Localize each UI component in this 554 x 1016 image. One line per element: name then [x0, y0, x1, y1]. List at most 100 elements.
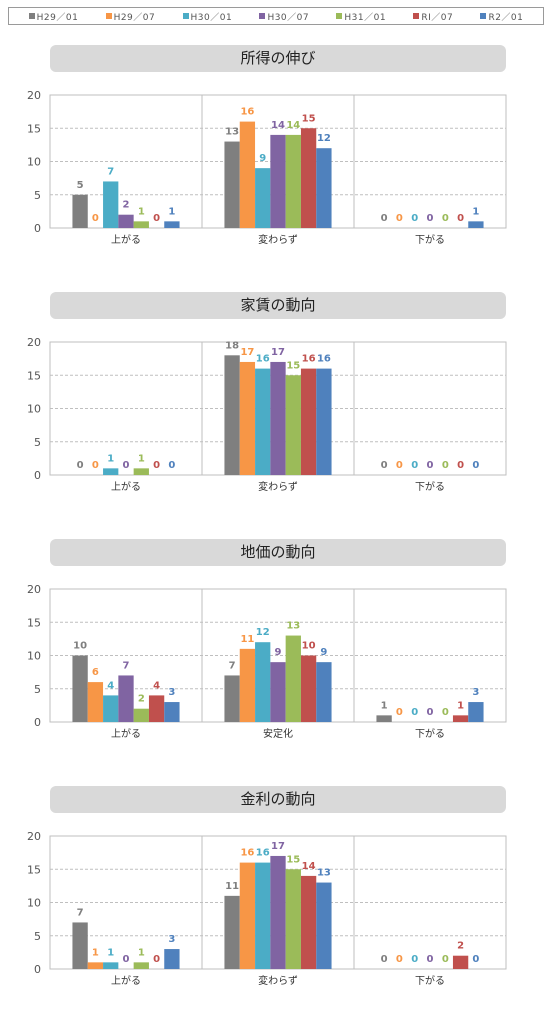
bar — [72, 922, 88, 969]
data-label: 17 — [271, 347, 285, 358]
legend-swatch — [413, 13, 420, 19]
data-label: 13 — [225, 127, 239, 138]
legend-item: RI／07 — [413, 10, 453, 23]
data-label: 0 — [396, 460, 403, 471]
data-label: 1 — [457, 700, 464, 711]
y-tick-label: 15 — [27, 616, 41, 629]
data-label: 17 — [240, 347, 254, 358]
data-label: 10 — [73, 641, 87, 652]
legend-label: H31／01 — [344, 12, 387, 23]
bar — [452, 715, 469, 722]
bar — [376, 715, 392, 722]
data-label: 0 — [396, 954, 403, 965]
category-label: 下がる — [415, 974, 445, 987]
data-label: 0 — [123, 460, 130, 471]
bar — [87, 962, 104, 969]
data-label: 2 — [457, 941, 464, 952]
data-label: 18 — [225, 340, 239, 351]
bar — [270, 662, 286, 722]
y-tick-label: 20 — [27, 583, 41, 596]
category-label: 下がる — [415, 727, 445, 740]
y-tick-label: 20 — [27, 89, 41, 102]
legend-label: RI／07 — [421, 12, 454, 23]
legend-item: R2／01 — [480, 10, 523, 23]
data-label: 1 — [381, 700, 388, 711]
data-label: 15 — [302, 113, 316, 124]
bar — [316, 882, 332, 969]
data-label: 17 — [271, 841, 285, 852]
data-label: 1 — [107, 947, 114, 958]
bar — [239, 121, 256, 228]
data-label: 0 — [77, 460, 84, 471]
data-label: 16 — [240, 848, 254, 859]
bar — [255, 862, 271, 969]
data-label: 9 — [320, 647, 327, 658]
legend-label: H29／01 — [36, 12, 79, 23]
category-label: 安定化 — [263, 727, 293, 740]
bar — [133, 708, 149, 722]
y-tick-label: 5 — [34, 930, 41, 943]
category-label: 変わらず — [258, 480, 298, 493]
bar — [270, 134, 286, 228]
category-label: 上がる — [111, 727, 141, 740]
bar — [118, 675, 134, 722]
data-label: 0 — [153, 213, 160, 224]
y-tick-label: 15 — [27, 369, 41, 382]
data-label: 14 — [286, 120, 300, 131]
data-label: 5 — [77, 180, 84, 191]
y-tick-label: 10 — [27, 897, 41, 910]
data-label: 1 — [92, 947, 99, 958]
legend-item: H29／01 — [28, 10, 79, 23]
data-label: 6 — [92, 667, 99, 678]
y-tick-label: 0 — [34, 469, 41, 482]
category-label: 変わらず — [258, 974, 298, 987]
chart-legend: H29／01 H29／07 H30／01 H30／07 H31／01 RI／07 R2／01 — [8, 7, 544, 25]
bar — [285, 869, 301, 969]
bar — [87, 682, 104, 722]
data-label: 0 — [396, 707, 403, 718]
data-label: 15 — [286, 854, 300, 865]
data-label: 0 — [442, 213, 449, 224]
data-label: 3 — [168, 934, 175, 945]
bar — [133, 221, 149, 228]
y-tick-label: 10 — [27, 650, 41, 663]
bar — [224, 675, 240, 722]
bar — [316, 662, 332, 722]
bar — [300, 128, 317, 228]
data-label: 4 — [107, 680, 114, 691]
bar — [103, 695, 119, 722]
legend-label: H29／07 — [113, 12, 156, 23]
data-label: 0 — [381, 213, 388, 224]
data-label: 14 — [271, 120, 285, 131]
data-label: 9 — [275, 647, 282, 658]
data-label: 11 — [225, 881, 239, 892]
legend-item: H30／01 — [182, 10, 233, 23]
y-tick-label: 10 — [27, 403, 41, 416]
data-label: 0 — [168, 460, 175, 471]
category-label: 下がる — [415, 233, 445, 246]
data-label: 2 — [138, 694, 145, 705]
bar — [224, 355, 240, 475]
data-label: 11 — [240, 634, 254, 645]
data-label: 14 — [302, 861, 316, 872]
data-label: 0 — [396, 213, 403, 224]
bar — [103, 181, 119, 228]
data-label: 2 — [123, 200, 130, 211]
bar — [239, 862, 256, 969]
data-label: 16 — [317, 354, 331, 365]
data-label: 4 — [153, 680, 160, 691]
bar — [103, 962, 119, 969]
y-tick-label: 0 — [34, 963, 41, 976]
y-tick-label: 0 — [34, 716, 41, 729]
y-tick-label: 5 — [34, 683, 41, 696]
data-label: 0 — [92, 213, 99, 224]
legend-label: H30／01 — [190, 12, 233, 23]
data-label: 1 — [138, 947, 145, 958]
y-tick-label: 20 — [27, 336, 41, 349]
data-label: 7 — [229, 660, 236, 671]
data-label: 1 — [107, 453, 114, 464]
bar — [133, 468, 149, 475]
